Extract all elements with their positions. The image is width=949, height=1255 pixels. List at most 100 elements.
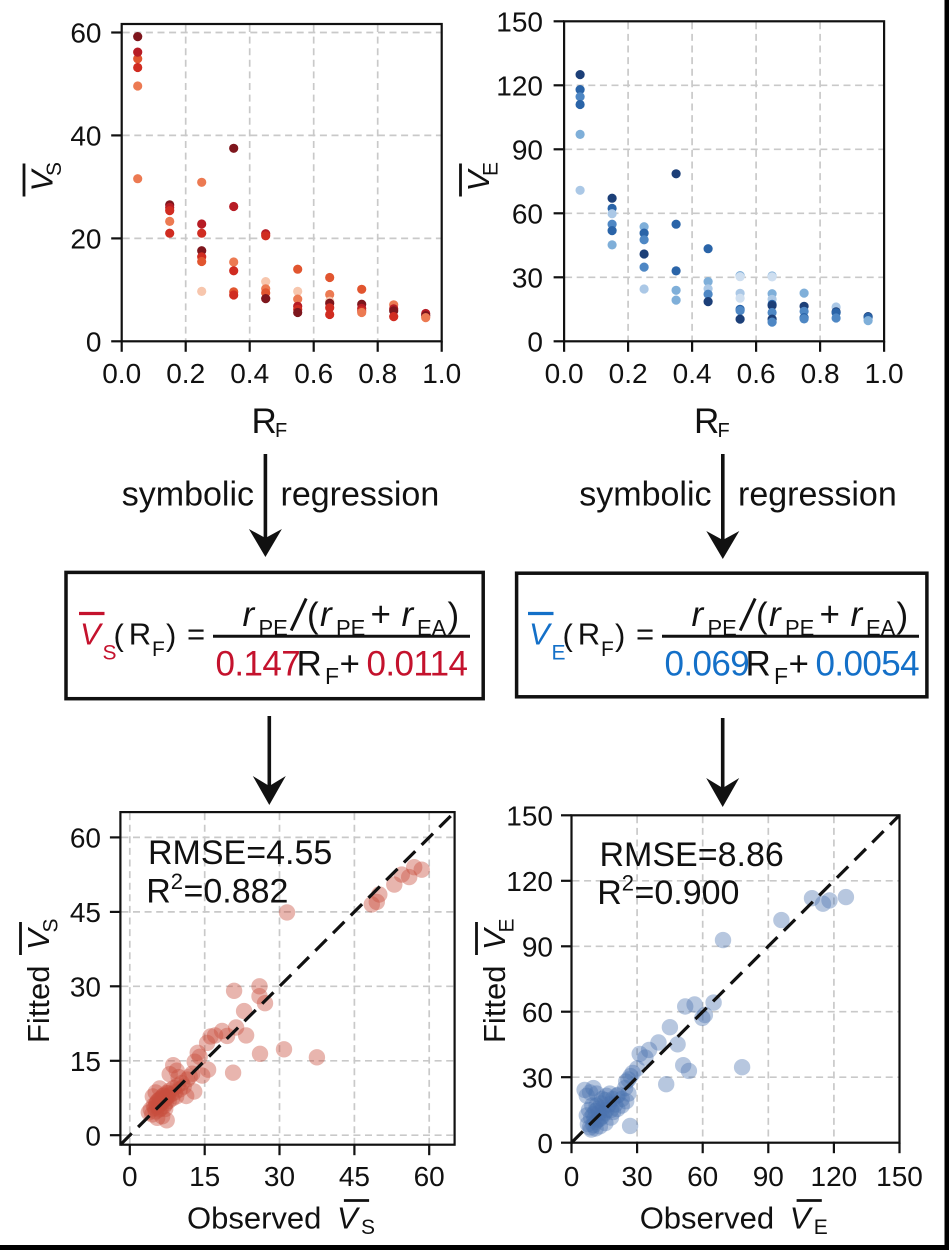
- svg-text:60: 60: [512, 198, 543, 229]
- svg-text:150: 150: [496, 6, 543, 37]
- svg-text:F: F: [325, 663, 339, 689]
- svg-text:0: 0: [85, 1120, 101, 1151]
- svg-text:): ): [897, 596, 909, 635]
- svg-text:120: 120: [496, 70, 543, 101]
- svg-text:=0.882: =0.882: [184, 872, 289, 910]
- svg-text:0: 0: [86, 326, 102, 357]
- svg-text:60: 60: [522, 997, 553, 1028]
- svg-text:r: r: [402, 595, 415, 634]
- svg-text:90: 90: [522, 931, 553, 962]
- svg-text:1.0: 1.0: [865, 358, 904, 389]
- svg-text:45: 45: [70, 897, 101, 928]
- svg-text:R: R: [297, 645, 322, 684]
- svg-text:1.0: 1.0: [422, 358, 461, 389]
- svg-text:S: S: [361, 1216, 375, 1239]
- svg-text:45: 45: [339, 1161, 370, 1192]
- svg-text:90: 90: [753, 1161, 784, 1192]
- svg-text:0.0: 0.0: [545, 358, 584, 389]
- svg-text:0.2: 0.2: [166, 358, 205, 389]
- svg-text:r: r: [243, 595, 256, 634]
- svg-text:30: 30: [622, 1161, 653, 1192]
- svg-text:60: 60: [70, 823, 101, 854]
- svg-text:(: (: [756, 596, 768, 635]
- svg-text:Observed: Observed: [187, 1201, 321, 1236]
- svg-text:Fitted: Fitted: [21, 965, 56, 1043]
- svg-text:+: +: [789, 645, 809, 684]
- svg-text:F: F: [718, 420, 730, 442]
- svg-text:0: 0: [527, 326, 543, 357]
- svg-text:F: F: [774, 663, 788, 689]
- svg-text:V: V: [80, 617, 104, 652]
- svg-text:150: 150: [876, 1161, 923, 1192]
- svg-text:30: 30: [70, 971, 101, 1002]
- svg-text:30: 30: [512, 262, 543, 293]
- svg-text:0.0: 0.0: [102, 358, 141, 389]
- svg-text:0.069: 0.069: [665, 645, 750, 684]
- svg-text:0: 0: [564, 1161, 580, 1192]
- svg-text:S: S: [40, 918, 63, 932]
- svg-text:R: R: [746, 645, 771, 684]
- svg-text:+: +: [820, 595, 840, 634]
- svg-text:40: 40: [70, 121, 101, 152]
- svg-text:symbolic: symbolic: [579, 475, 711, 513]
- svg-text:): ): [615, 618, 625, 653]
- svg-text:90: 90: [512, 134, 543, 165]
- svg-text:r: r: [320, 595, 333, 634]
- svg-text:0.147: 0.147: [216, 645, 301, 684]
- svg-text:0.6: 0.6: [737, 358, 776, 389]
- svg-text:120: 120: [811, 1161, 858, 1192]
- svg-text:RMSE=4.55: RMSE=4.55: [148, 834, 332, 872]
- svg-text:Observed: Observed: [640, 1201, 774, 1236]
- svg-text:0.2: 0.2: [609, 358, 648, 389]
- svg-text:30: 30: [522, 1062, 553, 1093]
- svg-text:30: 30: [264, 1161, 295, 1192]
- svg-text:0: 0: [122, 1161, 138, 1192]
- svg-text:): ): [166, 618, 176, 653]
- svg-text:0.6: 0.6: [294, 358, 333, 389]
- svg-text:r: r: [851, 595, 864, 634]
- svg-text:2: 2: [622, 871, 634, 896]
- svg-text:V: V: [790, 1201, 814, 1236]
- svg-text:regression: regression: [738, 475, 897, 513]
- svg-text:0.8: 0.8: [801, 358, 840, 389]
- svg-text:F: F: [275, 420, 287, 442]
- svg-text:R: R: [578, 617, 600, 652]
- svg-text:(: (: [114, 618, 125, 653]
- svg-text:E: E: [814, 1216, 828, 1239]
- svg-text:0.4: 0.4: [673, 358, 712, 389]
- svg-text:Fitted: Fitted: [477, 965, 512, 1043]
- svg-text:regression: regression: [281, 475, 440, 513]
- svg-text:RMSE=8.86: RMSE=8.86: [600, 836, 784, 874]
- svg-text:0.8: 0.8: [358, 358, 397, 389]
- svg-text:V: V: [337, 1201, 361, 1236]
- svg-text:r: r: [769, 595, 782, 634]
- svg-text:E: E: [480, 162, 503, 176]
- svg-text:=: =: [636, 617, 654, 652]
- svg-text:R: R: [146, 872, 171, 910]
- svg-text:15: 15: [70, 1046, 101, 1077]
- svg-text:0.4: 0.4: [230, 358, 269, 389]
- svg-text:(: (: [563, 618, 574, 653]
- svg-text:2: 2: [171, 869, 183, 894]
- svg-text:60: 60: [687, 1161, 718, 1192]
- svg-text:60: 60: [414, 1161, 445, 1192]
- svg-text:150: 150: [506, 800, 553, 831]
- svg-text:15: 15: [189, 1161, 220, 1192]
- svg-text:=0.900: =0.900: [635, 874, 740, 912]
- svg-text:F: F: [152, 638, 165, 661]
- svg-text:=: =: [187, 617, 205, 652]
- svg-text:0: 0: [537, 1128, 553, 1159]
- svg-text:F: F: [601, 638, 614, 661]
- svg-text:+: +: [340, 645, 360, 684]
- svg-text:R: R: [694, 402, 719, 441]
- svg-text:r: r: [692, 595, 705, 634]
- svg-text:E: E: [496, 918, 519, 932]
- svg-text:R: R: [129, 617, 151, 652]
- svg-text:R: R: [597, 874, 622, 912]
- svg-text:0.0054: 0.0054: [816, 645, 920, 684]
- svg-text:(: (: [307, 596, 319, 635]
- svg-text:0.0114: 0.0114: [367, 645, 468, 684]
- svg-text:R: R: [252, 402, 277, 441]
- svg-text:): ): [448, 596, 460, 635]
- svg-text:20: 20: [70, 224, 101, 255]
